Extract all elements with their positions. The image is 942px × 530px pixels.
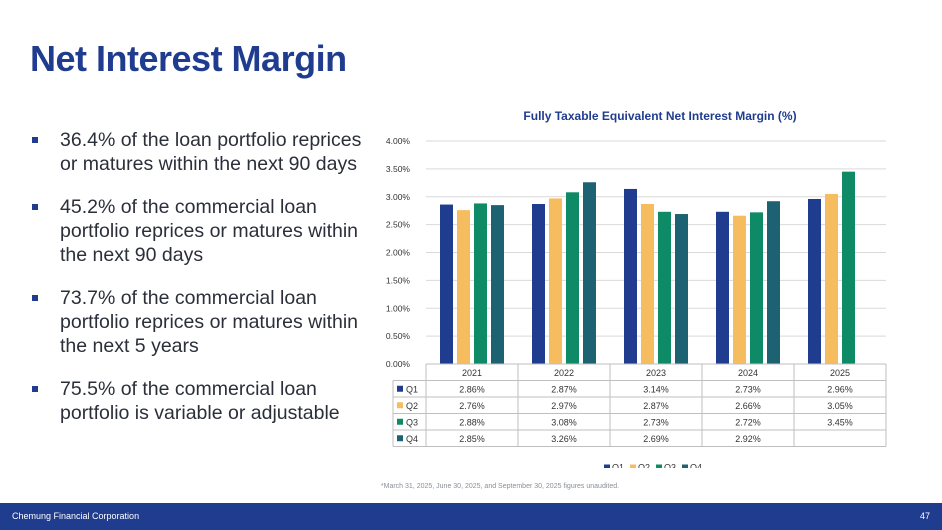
bullet-text: 45.2% of the commercial loan portfolio r… [60,196,359,266]
chart-title: Fully Taxable Equivalent Net Interest Ma… [523,109,797,123]
y-tick-label: 2.50% [386,220,411,230]
table-series-label: Q2 [406,401,418,411]
table-value: 2.69% [643,434,669,444]
bar-q4-2022 [583,182,596,364]
table-value: 2.97% [551,401,577,411]
table-value: 3.14% [643,385,669,395]
table-value: 3.45% [827,418,853,428]
bullet-square-icon [32,204,38,210]
table-value: 2.66% [735,401,761,411]
table-value: 2.72% [735,418,761,428]
bar-q2-2025 [825,193,838,364]
bar-q3-2021 [474,203,487,364]
footer-bar: Chemung Financial Corporation 47 [0,503,942,530]
bullet-square-icon [32,386,38,392]
category-label: 2024 [738,368,758,378]
table-value: 2.86% [459,385,485,395]
bar-q2-2023 [641,203,654,364]
table-series-label: Q1 [406,385,418,395]
bar-q4-2023 [675,214,688,364]
y-tick-label: 0.00% [386,359,411,369]
table-value: 2.88% [459,418,485,428]
table-value: 2.76% [459,401,485,411]
bullet-square-icon [32,137,38,143]
bullet-list: 36.4% of the loan portfolio reprices or … [30,128,370,444]
legend-key-q1 [604,464,610,468]
table-key-q3 [397,418,403,425]
legend-label: Q4 [690,463,702,469]
table-value: 2.87% [551,385,577,395]
category-label: 2023 [646,368,666,378]
footnote: *March 31, 2025, June 30, 2025, and Sept… [380,483,620,490]
table-value: 2.87% [643,401,669,411]
table-value: 2.73% [735,385,761,395]
table-value: 2.92% [735,434,761,444]
bullet-item: 36.4% of the loan portfolio reprices or … [30,128,370,176]
legend-label: Q1 [612,463,624,469]
bar-q4-2024 [767,201,780,364]
legend-key-q2 [630,464,636,468]
bar-q2-2024 [733,215,746,364]
y-tick-label: 3.00% [386,192,411,202]
y-tick-label: 1.00% [386,303,411,313]
bar-q3-2023 [658,211,671,364]
y-tick-label: 4.00% [386,136,411,146]
bar-q2-2022 [549,198,562,364]
category-label: 2022 [554,368,574,378]
bullet-text: 75.5% of the commercial loan portfolio i… [60,378,340,424]
bullet-item: 75.5% of the commercial loan portfolio i… [30,377,370,425]
bar-q2-2021 [457,210,470,364]
bullet-square-icon [32,295,38,301]
bullet-text: 36.4% of the loan portfolio reprices or … [60,129,362,175]
table-value: 2.85% [459,434,485,444]
y-tick-label: 1.50% [386,275,411,285]
legend-label: Q3 [664,463,676,469]
table-value: 2.96% [827,385,853,395]
bar-q1-2021 [440,204,453,364]
bar-q3-2024 [750,212,763,364]
legend-key-q3 [656,464,662,468]
bar-q4-2021 [491,205,504,364]
nim-bar-chart: 0.00% 0.50% 1.00% 1.50% 2.00% 2.50% 3.00% 3.50%… [386,136,887,469]
footer-organization: Chemung Financial Corporation [12,511,140,521]
y-tick-label: 2.00% [386,248,411,258]
bar-q1-2023 [624,188,637,364]
category-label: 2025 [830,368,850,378]
legend-label: Q2 [638,463,650,469]
page-number: 47 [919,511,930,521]
table-key-q2 [397,402,403,409]
table-value: 3.26% [551,434,577,444]
table-key-q1 [397,385,403,392]
table-series-label: Q4 [406,434,418,444]
table-series-label: Q3 [406,418,418,428]
bar-q3-2022 [566,192,579,364]
bar-q1-2022 [532,203,545,364]
bar-q1-2024 [716,211,729,364]
table-value: 2.73% [643,418,669,428]
y-tick-label: 3.50% [386,164,411,174]
bar-q3-2025 [842,171,855,364]
bar-q1-2025 [808,198,821,364]
bullet-item: 73.7% of the commercial loan portfolio r… [30,286,370,358]
table-value: 3.05% [827,401,853,411]
table-value: 3.08% [551,418,577,428]
bullet-text: 73.7% of the commercial loan portfolio r… [60,287,359,357]
category-label: 2021 [462,368,482,378]
bullet-item: 45.2% of the commercial loan portfolio r… [30,195,370,267]
legend-key-q4 [682,464,688,468]
slide-title: Net Interest Margin [30,38,347,79]
y-tick-label: 0.50% [386,331,411,341]
table-key-q4 [397,435,403,442]
